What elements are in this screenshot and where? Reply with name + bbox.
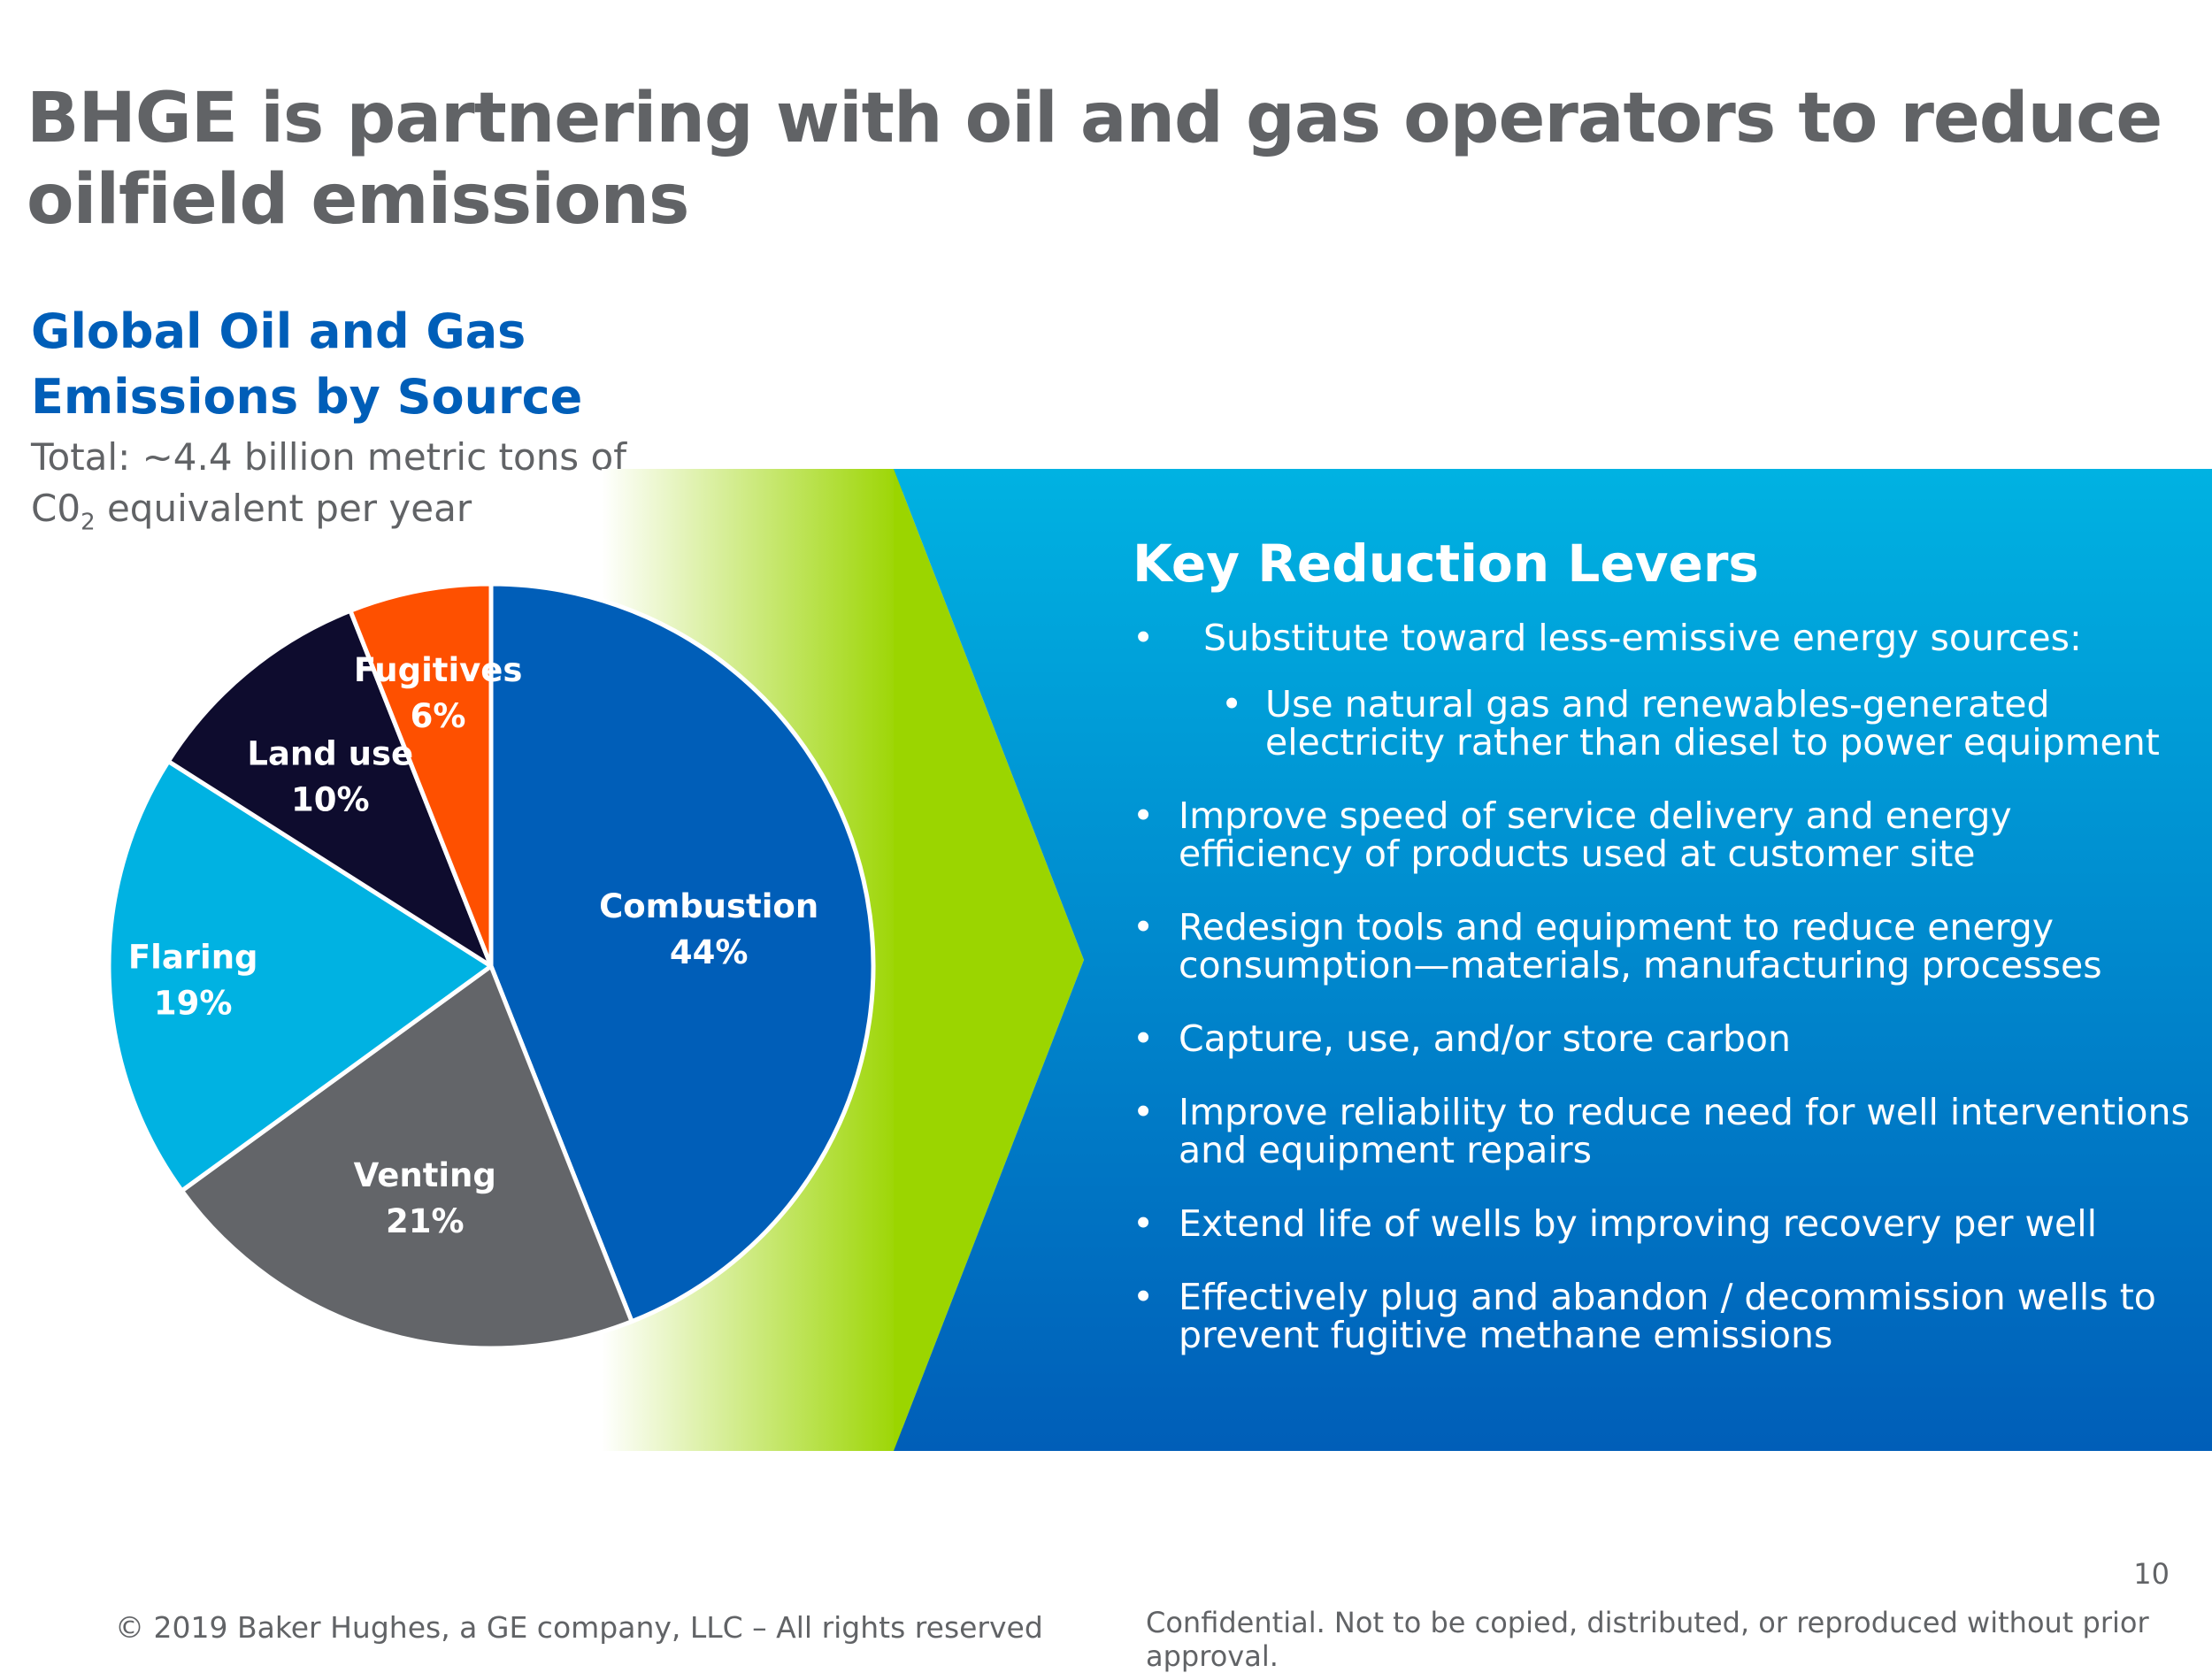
lever-item: • Redesign tools and equipment to reduce … (1133, 909, 2194, 985)
pie-slice-venting (180, 963, 634, 1351)
lever-item: • Substitute toward less-emissive energy … (1133, 619, 2194, 657)
lever-text: Redesign tools and equipment to reduce e… (1179, 906, 2102, 986)
slice-value-label: 19% (154, 985, 233, 1023)
lever-item: • Improve reliability to reduce need for … (1133, 1094, 2194, 1170)
page-number: 10 (2133, 1557, 2170, 1591)
pie-slice-flaring (106, 759, 494, 1193)
chart-subtitle: Total: ~4.4 billion metric tons of C02 e… (31, 432, 633, 548)
lever-text: Capture, use, and/or store carbon (1179, 1017, 1791, 1060)
bullet-icon: • (1133, 906, 1155, 948)
slice-label: Fugitives (354, 651, 523, 689)
key-reduction-levers-panel: Key Reduction Levers • Substitute toward … (1133, 531, 2194, 1390)
bullet-icon: • (1133, 1276, 1155, 1318)
slice-label: Flaring (128, 939, 258, 977)
slice-value-label: 10% (291, 780, 370, 818)
lever-text: Extend life of wells by improving recove… (1179, 1202, 2098, 1245)
lime-chevron (894, 469, 1084, 1451)
bullet-icon: • (1133, 1017, 1155, 1060)
pie-labels: Combustion 44% Venting 21% Flaring 19% Land us… (128, 651, 818, 1240)
lever-list: • Substitute toward less-emissive energy … (1133, 619, 2194, 1355)
lever-text: Improve reliability to reduce need for w… (1179, 1091, 2190, 1171)
lever-text: Substitute toward less-emissive energy s… (1203, 617, 2082, 659)
slice-value-label: 21% (386, 1202, 465, 1240)
bullet-icon: • (1221, 683, 1243, 725)
bullet-icon: • (1133, 1091, 1155, 1133)
slice-value-label: 6% (411, 697, 466, 735)
lever-item: • Improve speed of service delivery and e… (1133, 797, 2194, 873)
bullet-icon: • (1133, 794, 1155, 837)
bullet-icon: • (1133, 1202, 1155, 1245)
pie-slice-fugitives (348, 581, 494, 969)
pie-slice-combustion (488, 581, 876, 1324)
slice-label: Combustion (599, 887, 818, 925)
slice-label: Venting (354, 1156, 496, 1194)
lever-item: • Capture, use, and/or store carbon (1133, 1020, 2194, 1058)
lever-item: • Use natural gas and renewables-generate… (1133, 686, 2194, 762)
bullet-icon: • (1133, 617, 1155, 659)
slide-title: BHGE is partnering with oil and gas oper… (27, 79, 2162, 240)
lever-text: Improve speed of service delivery and en… (1179, 794, 2012, 875)
slice-label: Land use (247, 734, 413, 772)
slice-value-label: 44% (670, 933, 749, 971)
chart-subtitle-text: Total: ~4.4 billion metric tons of C0 (31, 435, 627, 530)
chart-subtitle-subscript: 2 (81, 509, 96, 536)
blue-panel-background (894, 469, 2212, 1451)
lever-text: Use natural gas and renewables-generated… (1265, 683, 2160, 764)
pie-slices (106, 581, 876, 1351)
lever-item: • Extend life of wells by improving recov… (1133, 1205, 2194, 1243)
pie-slice-land-use (165, 608, 494, 969)
confidential-notice: Confidential. Not to be copied, distribu… (1146, 1606, 2149, 1673)
panel-title: Key Reduction Levers (1133, 533, 1759, 594)
copyright-text: © 2019 Baker Hughes, a GE company, LLC –… (115, 1610, 1043, 1645)
lever-text: Effectively plug and abandon / decommiss… (1179, 1276, 2156, 1356)
chart-subtitle-tail: equivalent per year (95, 487, 472, 530)
chart-title: Global Oil and Gas Emissions by Source (31, 303, 583, 425)
lever-item: • Effectively plug and abandon / decommis… (1133, 1278, 2194, 1355)
